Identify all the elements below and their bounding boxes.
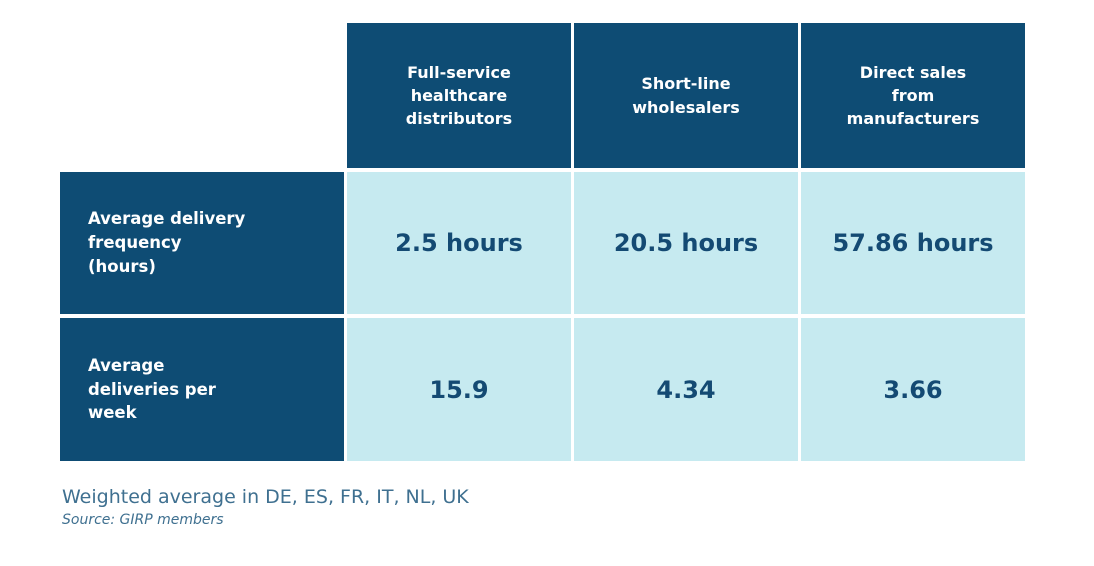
column-header-label: Full-service healthcare distributors <box>405 62 513 129</box>
column-header-label: Direct sales from manufacturers <box>846 62 980 129</box>
row-header-label: Average delivery frequency (hours) <box>88 209 246 276</box>
cell-value: 15.9 <box>429 375 489 404</box>
table-cell-weekly-short-line: 4.34 <box>574 318 798 461</box>
column-header-short-line-wholesalers: Short-line wholesalers <box>574 23 798 168</box>
table-cell-weekly-direct-sales: 3.66 <box>801 318 1025 461</box>
source-note: Source: GIRP members <box>62 512 224 528</box>
cell-value: 20.5 hours <box>613 229 759 257</box>
cell-value: 2.5 hours <box>395 229 523 257</box>
row-header-label: Average deliveries per week <box>88 355 216 423</box>
cell-value: 57.86 hours <box>832 229 994 257</box>
table-cell-weekly-full-service: 15.9 <box>347 318 571 461</box>
cell-value: 4.34 <box>656 375 716 404</box>
comparison-table: Full-service healthcare distributors Sho… <box>60 23 1025 461</box>
row-header-deliveries-per-week: Average deliveries per week <box>60 318 344 461</box>
cell-value: 3.66 <box>883 375 943 404</box>
column-header-label: Short-line wholesalers <box>632 74 740 117</box>
table-cell-frequency-direct-sales: 57.86 hours <box>801 172 1025 314</box>
table-cell-frequency-full-service: 2.5 hours <box>347 172 571 314</box>
column-header-direct-sales-manufacturers: Direct sales from manufacturers <box>801 23 1025 168</box>
weighted-average-footnote: Weighted average in DE, ES, FR, IT, NL, … <box>62 486 469 508</box>
table-corner-cell <box>60 23 344 168</box>
column-header-full-service-distributors: Full-service healthcare distributors <box>347 23 571 168</box>
table-cell-frequency-short-line: 20.5 hours <box>574 172 798 314</box>
row-header-delivery-frequency: Average delivery frequency (hours) <box>60 172 344 314</box>
